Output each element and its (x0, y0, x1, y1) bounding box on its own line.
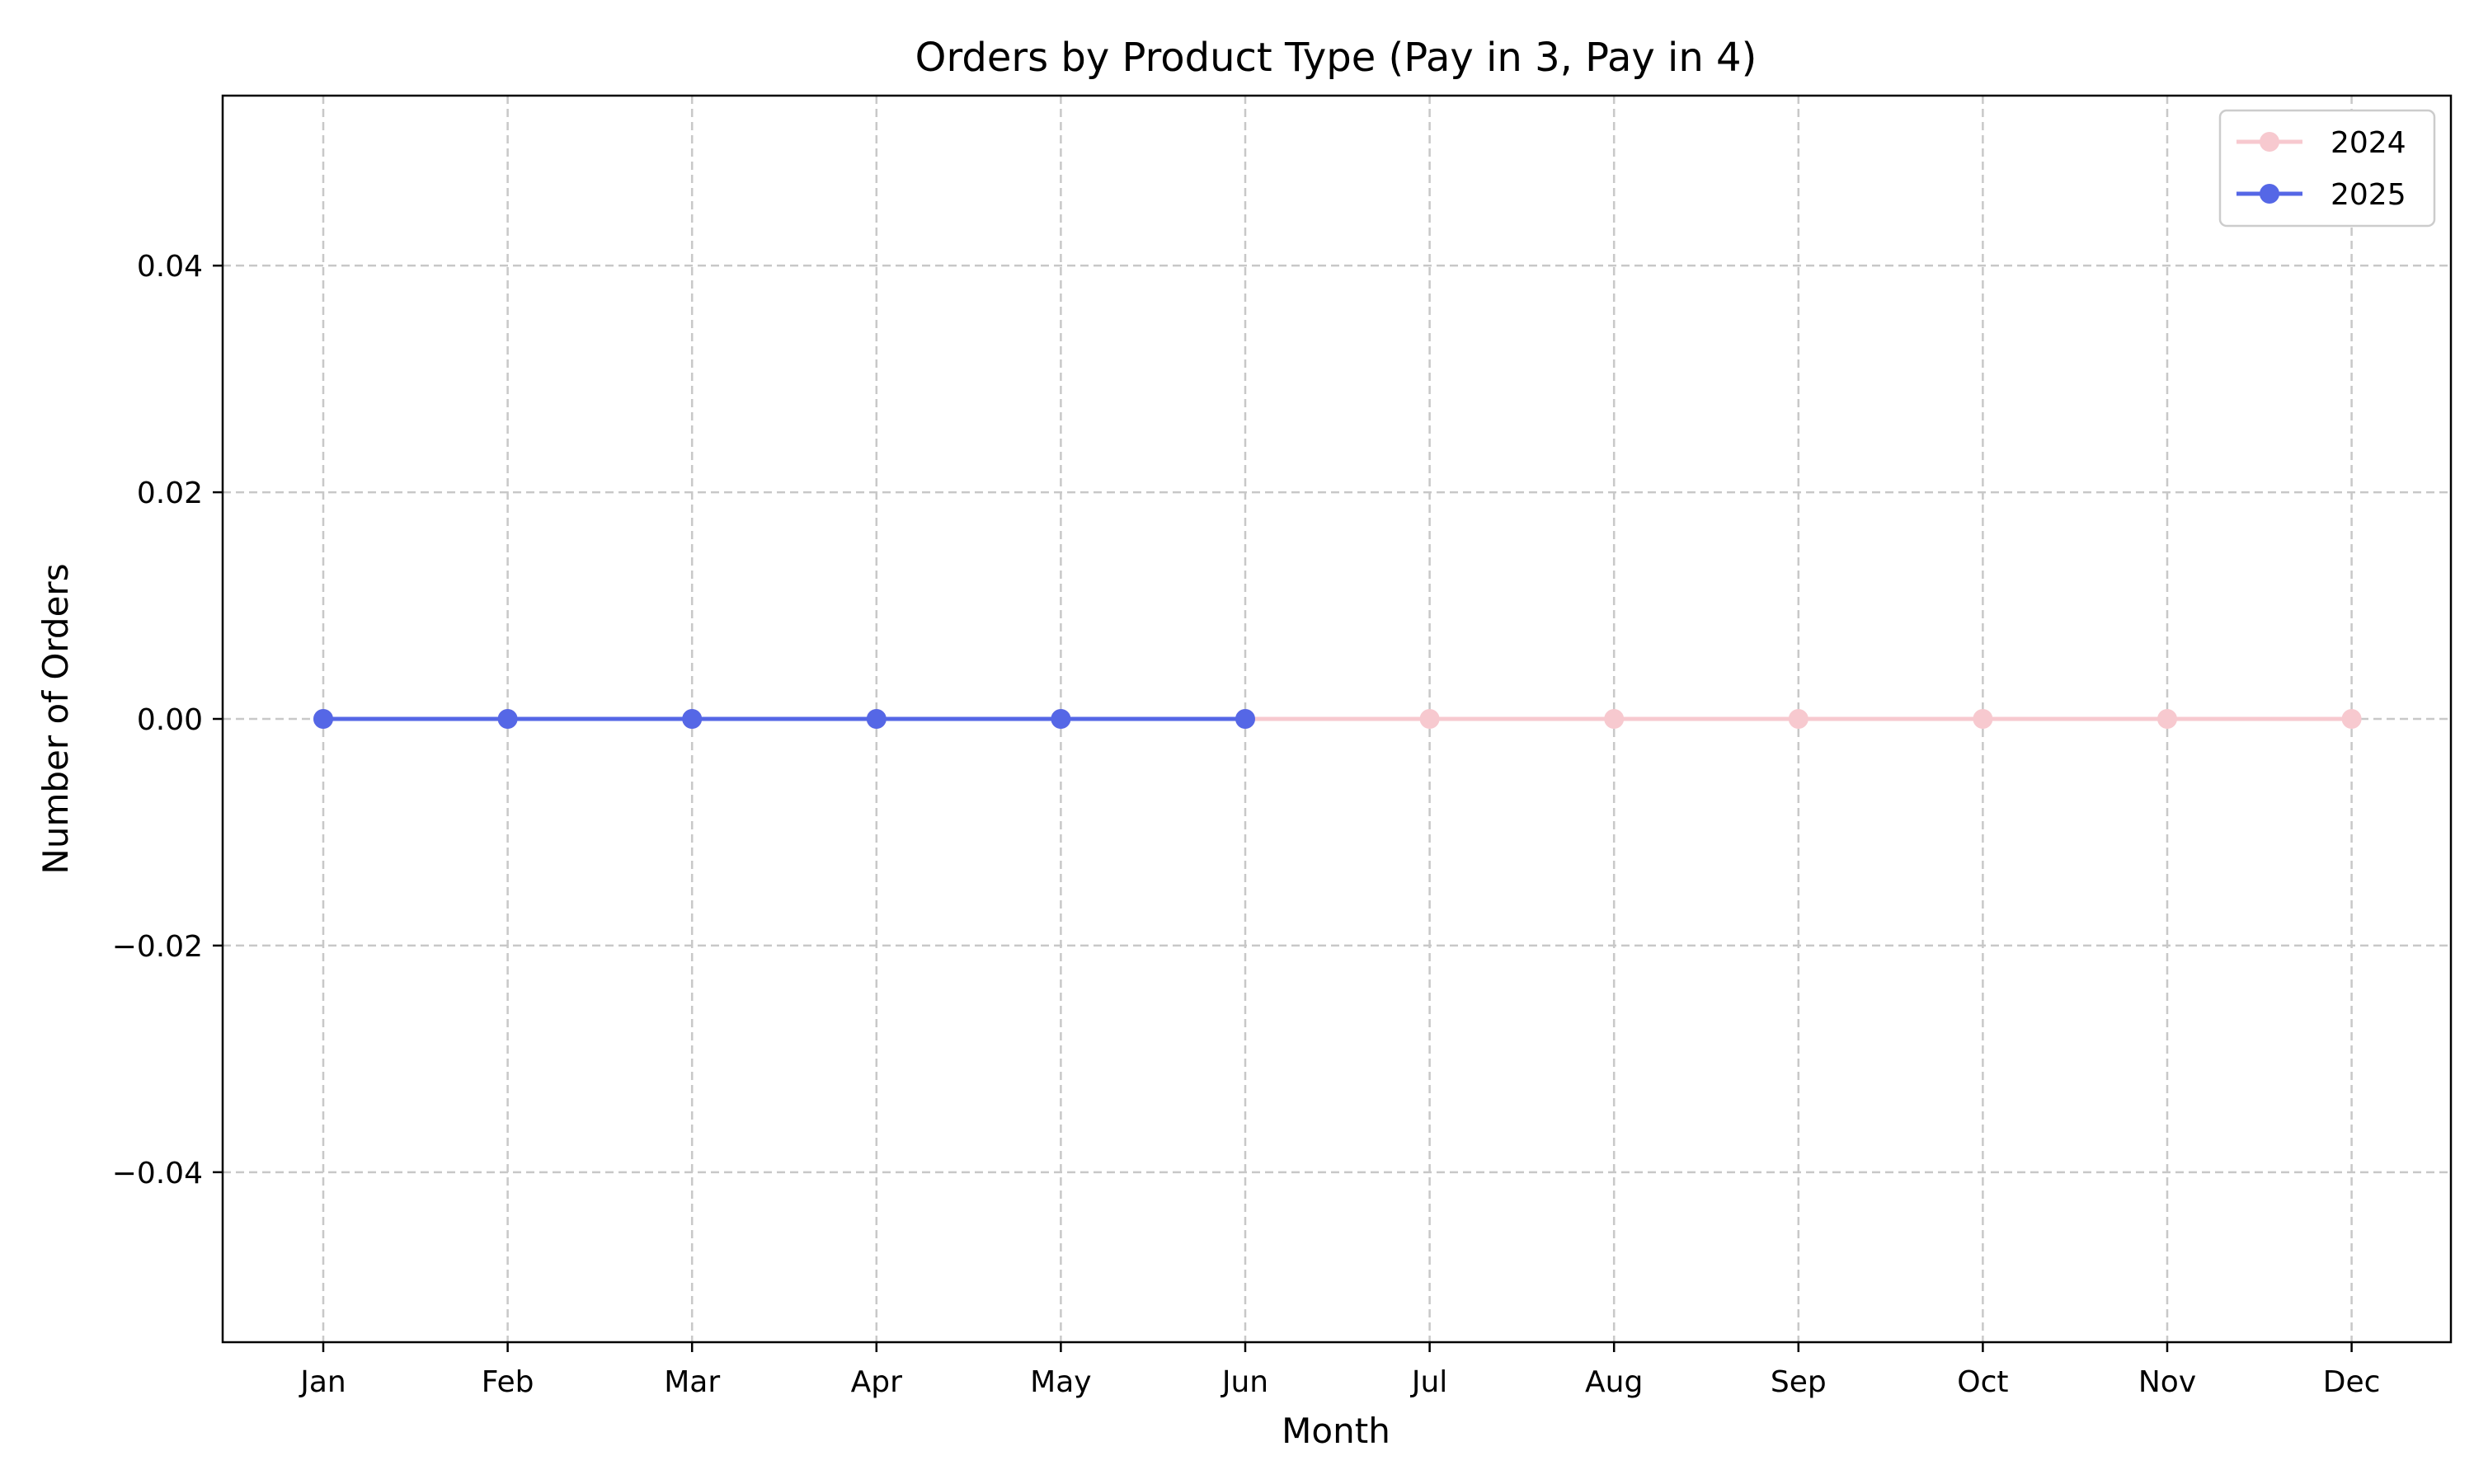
data-point-2024-Oct (1973, 709, 1993, 729)
chart-title: Orders by Product Type (Pay in 3, Pay in… (915, 35, 1757, 81)
x-tick-label: Jul (1410, 1365, 1447, 1399)
data-point-2025-Jun (1235, 709, 1255, 729)
y-tick-label: −0.02 (112, 930, 203, 964)
x-tick-label: Nov (2138, 1365, 2196, 1399)
data-point-2024-Aug (1604, 709, 1625, 729)
data-point-2025-Apr (866, 709, 887, 729)
y-tick-label: 0.04 (137, 250, 203, 284)
x-tick-label: Feb (482, 1365, 534, 1399)
data-point-2024-Nov (2157, 709, 2177, 729)
legend-2025-marker (2260, 184, 2279, 204)
legend-2025-label: 2025 (2331, 178, 2406, 212)
x-tick-label: May (1030, 1365, 1091, 1399)
x-tick-label: Dec (2323, 1365, 2381, 1399)
legend-2024-marker (2260, 132, 2279, 152)
x-tick-label: Oct (1957, 1365, 2008, 1399)
data-point-2024-Dec (2341, 709, 2362, 729)
data-point-2025-Mar (682, 709, 703, 729)
series-layer (313, 709, 2362, 729)
series-2025 (313, 709, 1255, 729)
x-axis: Jan Feb Mar Apr May Jun Jul Aug Sep Oct Nov Dec (299, 1342, 2380, 1399)
x-tick-label: Apr (851, 1365, 902, 1399)
x-tick-label: Jan (299, 1365, 346, 1399)
data-point-2025-Jan (313, 709, 333, 729)
x-tick-label: Sep (1771, 1365, 1827, 1399)
y-axis: −0.04 −0.02 0.00 0.02 0.04 (112, 250, 223, 1190)
x-axis-label: Month (1282, 1411, 1390, 1451)
legend: 2024 2025 (2218, 109, 2436, 228)
data-point-2025-Feb (497, 709, 518, 729)
x-tick-label: Jun (1221, 1365, 1268, 1399)
x-tick-label: Aug (1585, 1365, 1643, 1399)
x-tick-label: Mar (664, 1365, 720, 1399)
y-axis-label: Number of Orders (35, 563, 76, 874)
data-point-2025-May (1051, 709, 1071, 729)
data-point-2024-Sep (1788, 709, 1808, 729)
data-point-2024-Jul (1419, 709, 1440, 729)
y-tick-label: 0.00 (137, 703, 203, 737)
y-tick-label: 0.02 (137, 477, 203, 510)
y-tick-label: −0.04 (112, 1157, 203, 1190)
legend-2024-label: 2024 (2331, 126, 2406, 160)
